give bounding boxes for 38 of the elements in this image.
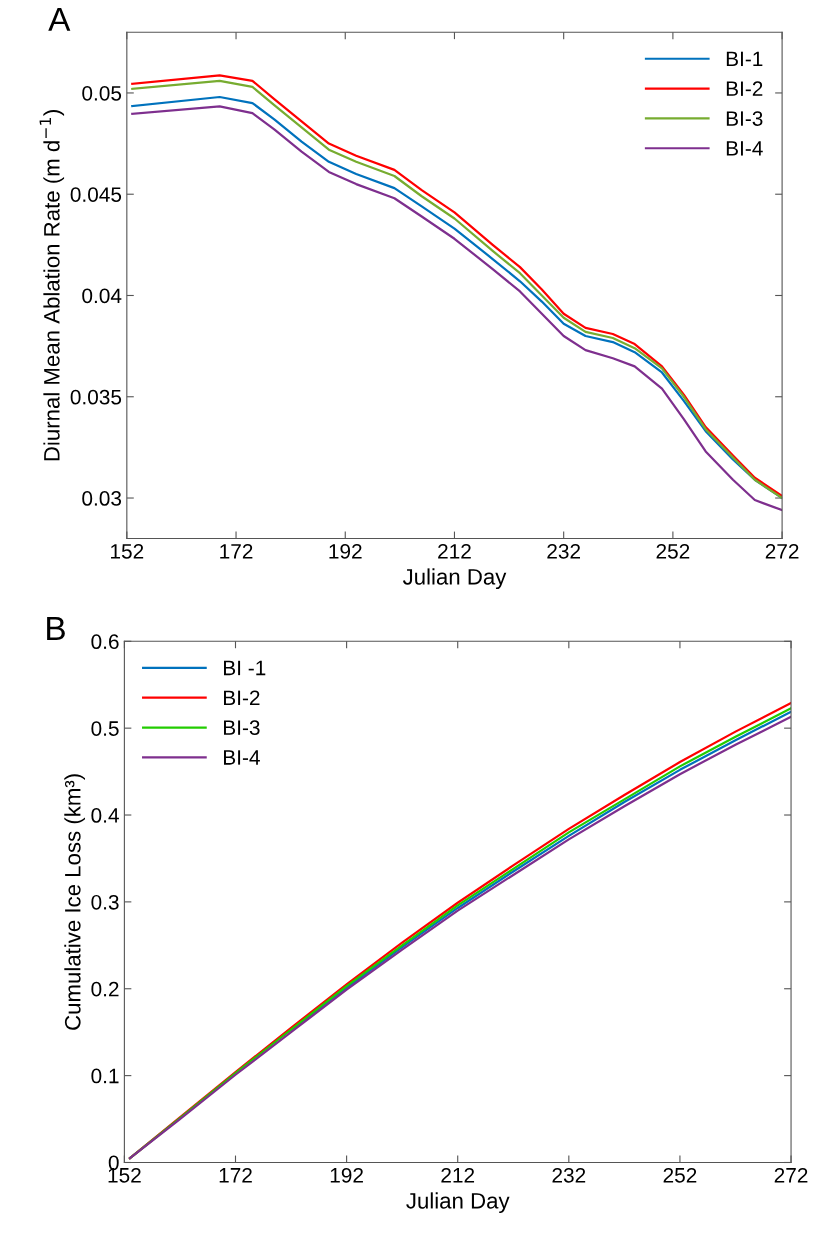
x-axis-title: Julian Day — [406, 1192, 510, 1214]
x-tick-label: 272 — [774, 1167, 808, 1183]
x-tick-label: 192 — [329, 543, 362, 559]
legend-label: BI-3 — [224, 720, 260, 736]
x-tick-label: 172 — [220, 543, 253, 559]
text: A — [48, 7, 71, 31]
y-tick-label: 0.035 — [70, 389, 122, 405]
y-tick-label: 0.045 — [70, 187, 122, 202]
y-tick-label: 0.6 — [91, 634, 119, 650]
y-tick-label: 0.5 — [91, 721, 119, 736]
legend-label: BI -1 — [224, 660, 266, 676]
legend-label: BI-4 — [224, 750, 260, 765]
x-tick-label: 252 — [656, 543, 690, 559]
y-tick-label: 0.05 — [82, 85, 122, 101]
legend-label: BI-3 — [726, 111, 763, 126]
y-tick-label: 0.2 — [91, 981, 119, 997]
text: B — [47, 616, 65, 640]
x-tick-label: 272 — [765, 543, 799, 559]
legend-label: BI-2 — [224, 690, 260, 705]
legend-label: BI-1 — [726, 51, 763, 67]
x-tick-label: 172 — [219, 1167, 252, 1183]
y-axis-title: Diurnal Mean Ablation Rate (m d$^{−1}$) — [39, 109, 65, 461]
x-tick-label: 232 — [547, 543, 581, 559]
x-tick-label: 252 — [663, 1167, 697, 1183]
y-tick-label: 0.04 — [82, 288, 122, 304]
y-axis-title: Cumulative Ice Loss (km³) — [64, 774, 85, 1030]
x-axis-title: Julian Day — [402, 568, 507, 590]
x-tick-label: 212 — [441, 1167, 475, 1183]
y-tick-label: 0.03 — [82, 491, 122, 506]
x-tick-label: 232 — [552, 1167, 586, 1183]
legend-label: BI-4 — [726, 141, 763, 156]
legend-label: BI-2 — [726, 81, 763, 96]
y-tick-label: 0.1 — [91, 1068, 119, 1084]
x-tick-label: 152 — [111, 543, 144, 559]
y-tick-label: 0.4 — [91, 808, 119, 823]
x-tick-label: 212 — [438, 543, 471, 559]
x-tick-label: 192 — [330, 1167, 363, 1183]
y-tick-label: 0.3 — [91, 894, 119, 910]
